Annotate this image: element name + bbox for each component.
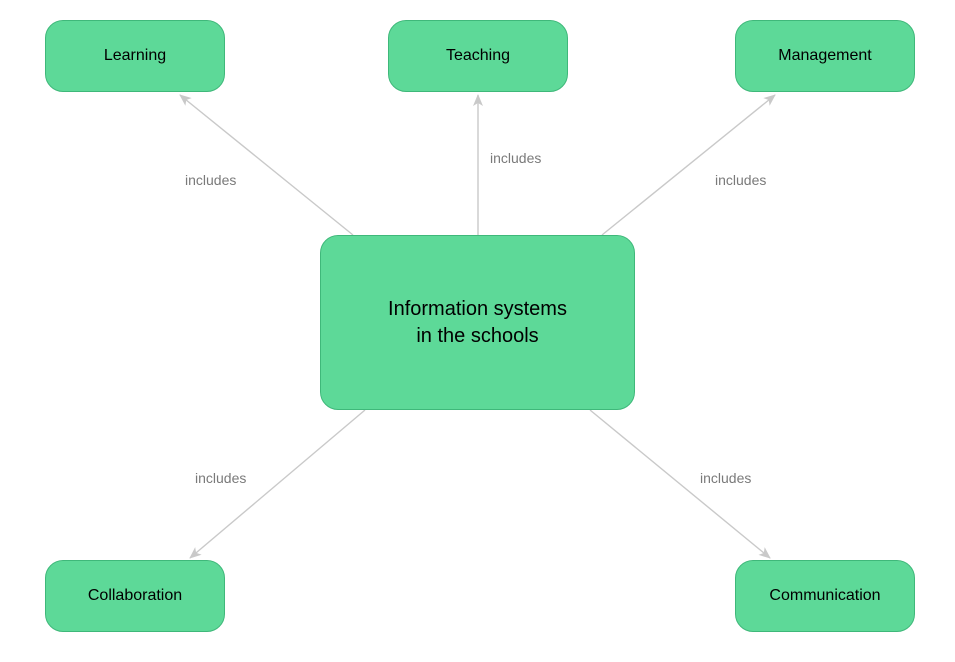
node-label-learning: Learning xyxy=(104,45,166,67)
node-collaboration: Collaboration xyxy=(45,560,225,632)
edge-center-learning xyxy=(180,95,353,235)
node-communication: Communication xyxy=(735,560,915,632)
edge-center-management xyxy=(602,95,775,235)
node-label-management: Management xyxy=(778,45,871,67)
node-center: Information systems in the schools xyxy=(320,235,635,410)
node-label-collaboration: Collaboration xyxy=(88,585,182,607)
node-label-communication: Communication xyxy=(769,585,880,607)
edge-label-center-learning: includes xyxy=(185,172,236,188)
edge-label-center-collaboration: includes xyxy=(195,470,246,486)
edge-label-center-communication: includes xyxy=(700,470,751,486)
node-label-center: Information systems in the schools xyxy=(388,296,567,350)
edge-label-center-teaching: includes xyxy=(490,150,541,166)
node-label-teaching: Teaching xyxy=(446,45,510,67)
node-teaching: Teaching xyxy=(388,20,568,92)
node-learning: Learning xyxy=(45,20,225,92)
edge-label-center-management: includes xyxy=(715,172,766,188)
node-management: Management xyxy=(735,20,915,92)
